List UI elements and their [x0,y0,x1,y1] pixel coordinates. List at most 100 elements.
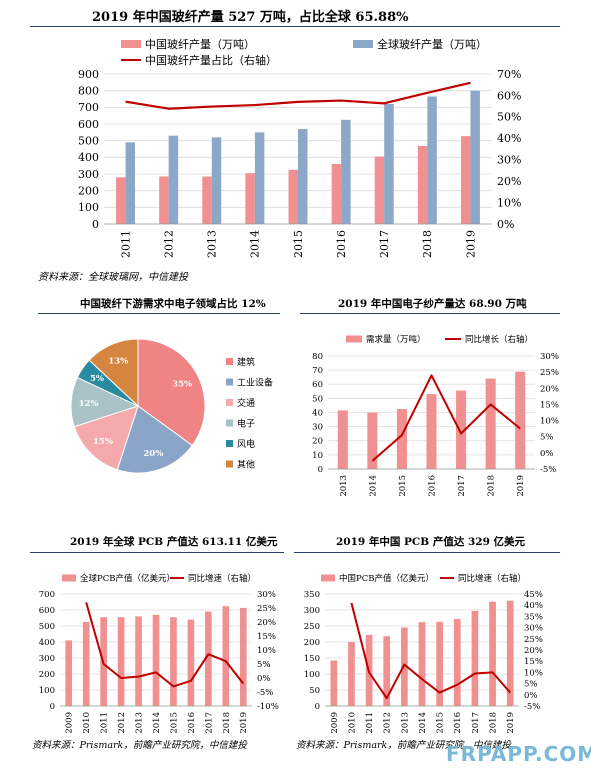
bar [116,177,126,224]
title-rule-yarn [300,313,560,314]
bar [427,96,437,224]
y2-tick-label: 15% [257,632,276,642]
source-note-bottom-left: 资料来源：Prismark，前瞻产业研究院，中信建投 [32,740,247,751]
pie-legend-swatch [226,419,233,427]
x-tick-label: 2013 [339,475,349,497]
y2-tick-label: 10% [257,646,276,656]
y-tick-label: 40 [312,408,323,418]
bar [82,622,90,706]
bar [254,132,265,224]
y2-tick-label: 15% [540,400,559,410]
bar [348,642,355,706]
legend-label: 需求量（万吨） [366,334,426,345]
x-tick-label: 2018 [489,712,499,734]
bar [453,618,461,706]
x-tick-label: 2017 [457,475,467,497]
pie-data-label: 12% [79,399,99,409]
y2-tick-label: -5% [257,688,273,698]
y-tick-label: 0 [50,702,55,712]
chart-title-glassfiber: 2019 年中国玻纤产量 527 万吨，占比全球 65.88% [92,10,409,25]
y2-tick-label: -5% [540,465,556,475]
pie-slice [137,338,206,447]
y-tick-label: 900 [78,68,99,81]
series-line [371,374,521,462]
y-tick-label: 0 [315,702,320,712]
bar [383,636,391,706]
y2-tick-label: 5% [524,680,538,690]
x-tick-label: 2016 [187,712,197,734]
legend-label: 同比增速（右轴） [188,573,256,584]
x-tick-label: 2017 [471,712,481,734]
bar [489,601,496,706]
pie-legend-label: 其他 [237,459,255,471]
y2-tick-label: 30% [524,624,543,634]
x-tick-label: 2015 [292,230,305,258]
x-tick-label: 2015 [436,712,446,734]
source-note-top: 资料来源：全球玻璃网，中信建投 [38,272,188,283]
y2-tick-label: 15% [524,657,543,667]
y-tick-label: 400 [39,638,55,648]
y-tick-label: 500 [78,135,99,148]
series-line [125,81,471,110]
x-tick-label: 2019 [239,712,249,734]
y2-tick-label: 30% [540,352,559,362]
legend-label: 中国玻纤产量占比（右轴） [145,53,277,67]
y2-tick-label: 30% [497,154,521,167]
bar [152,614,160,706]
bar [418,622,426,706]
title-rule-pcb-global [30,552,284,553]
title-rule-pcb-china [294,552,560,553]
y-tick-label: 400 [78,151,99,164]
pie-legend-swatch [226,440,233,447]
y-tick-label: 200 [78,185,99,198]
bar [417,146,428,224]
legend-swatch [321,574,335,582]
x-tick-label: 2017 [204,712,214,734]
y2-tick-label: 20% [497,175,521,188]
bar [135,616,142,706]
y2-tick-label: 20% [257,618,276,628]
bar [202,176,212,224]
x-tick-label: 2013 [135,712,145,734]
bar [168,135,179,224]
pie-legend-label: 风电 [237,438,255,450]
y-tick-label: 50 [309,686,320,696]
pie-legend-label: 电子 [237,418,255,430]
title-rule-top [30,26,560,27]
bar [401,627,408,706]
x-tick-label: 2019 [506,712,516,734]
bar [159,176,169,224]
x-tick-label: 2019 [464,230,477,258]
y-tick-label: 80 [312,352,323,362]
x-tick-label: 2016 [427,475,437,497]
legend-label: 同比增速（右轴） [458,573,526,584]
y2-tick-label: 35% [524,612,543,622]
legend-swatch [62,574,76,582]
y-tick-label: 0 [92,218,99,231]
y-tick-label: 600 [78,118,99,131]
y2-tick-label: 45% [524,590,543,600]
x-tick-label: 2010 [347,712,357,734]
chart-title-pie: 中国玻纤下游需求中电子领域占比 12% [80,298,266,310]
bar [396,408,407,469]
bar [331,164,342,224]
source-note-bottom-right: 资料来源：Prismark，前瞻产业研究院，中信建投 [296,740,511,751]
pie-data-label: 5% [90,374,104,384]
x-tick-label: 2013 [206,230,219,258]
legend-swatch [121,40,141,48]
pie-slice [88,338,139,408]
bar [330,660,338,706]
bar [205,611,212,706]
y2-tick-label: 70% [497,68,521,81]
x-tick-label: 2015 [398,475,408,497]
x-tick-label: 2018 [487,475,497,497]
y2-tick-label: 0% [540,449,554,459]
bar [65,640,73,706]
y2-tick-label: 0% [257,674,271,684]
bar [374,156,385,224]
watermark-logo: FRPAPP.COM [446,742,591,766]
y-tick-label: 300 [304,606,320,616]
pie-data-label: 20% [143,449,163,459]
